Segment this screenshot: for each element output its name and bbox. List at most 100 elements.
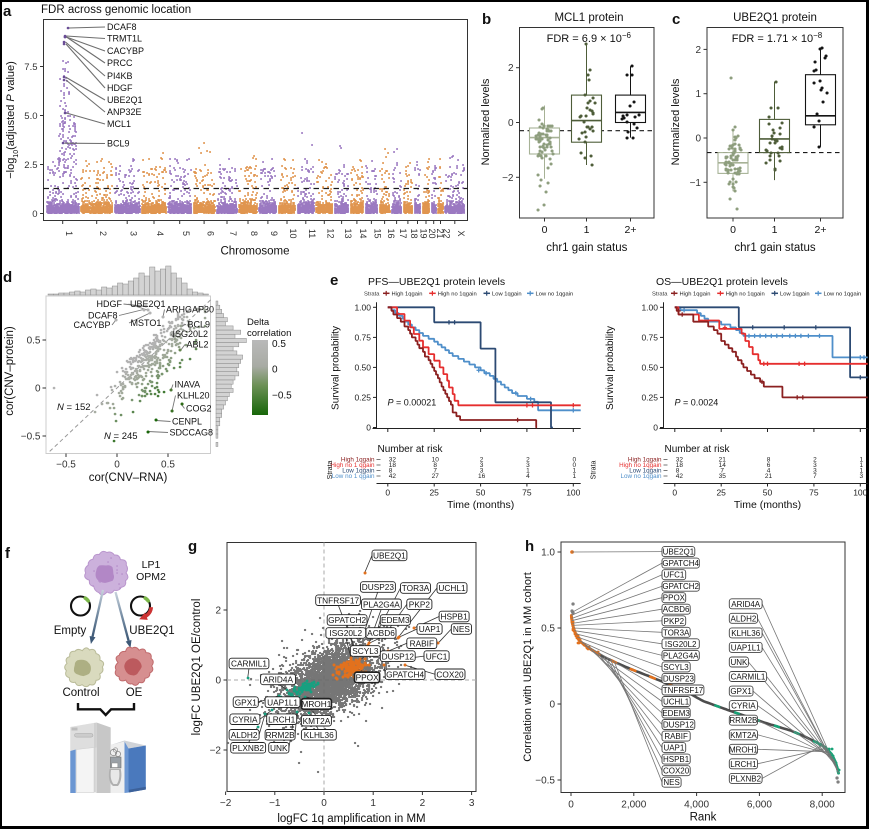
svg-text:MROH1: MROH1 (301, 699, 331, 709)
svg-text:16: 16 (386, 228, 396, 238)
svg-text:42: 42 (389, 473, 397, 480)
svg-text:2: 2 (813, 457, 817, 464)
svg-text:32: 32 (676, 457, 684, 464)
svg-text:−1: −1 (269, 798, 281, 809)
svg-text:DUSP12: DUSP12 (382, 651, 415, 661)
svg-text:High no 1qgain: High no 1qgain (619, 462, 662, 469)
svg-text:50: 50 (476, 488, 486, 498)
svg-text:cor(CNV–RNA): cor(CNV–RNA) (89, 472, 168, 484)
svg-text:2: 2 (695, 45, 701, 56)
svg-text:OPM2: OPM2 (136, 571, 166, 583)
svg-text:Survival probability: Survival probability (331, 326, 342, 410)
svg-text:UAP1: UAP1 (663, 744, 684, 753)
svg-text:High no 1qgain: High no 1qgain (438, 292, 477, 298)
svg-text:2,000: 2,000 (621, 800, 646, 811)
svg-text:0: 0 (572, 462, 576, 469)
svg-text:High 1qgain: High 1qgain (341, 457, 375, 464)
svg-text:RABIF: RABIF (410, 638, 434, 648)
svg-text:ARID4A: ARID4A (731, 600, 761, 609)
svg-text:UBE2Q1: UBE2Q1 (373, 551, 406, 561)
svg-text:8: 8 (389, 468, 393, 475)
svg-text:UFC1: UFC1 (663, 571, 684, 580)
svg-text:2+: 2+ (625, 224, 637, 236)
svg-text:TNFRSF17: TNFRSF17 (317, 595, 359, 605)
svg-text:7: 7 (813, 473, 817, 480)
svg-text:P = 0.00021: P = 0.00021 (388, 398, 437, 408)
svg-text:OE: OE (126, 687, 143, 699)
svg-text:SDCCAG8: SDCCAG8 (170, 428, 214, 438)
svg-text:UBE2Q1: UBE2Q1 (130, 299, 166, 309)
svg-text:logFC 1q amplification in MM: logFC 1q amplification in MM (277, 813, 425, 825)
svg-text:RRM2B: RRM2B (729, 716, 757, 725)
svg-text:RRM2B: RRM2B (266, 730, 296, 740)
svg-text:CARMIL1: CARMIL1 (731, 673, 766, 682)
svg-text:35: 35 (719, 473, 727, 480)
svg-text:100: 100 (566, 488, 580, 498)
svg-text:HDGF: HDGF (97, 299, 123, 309)
svg-text:32: 32 (389, 457, 397, 464)
svg-text:MCL1: MCL1 (107, 119, 131, 129)
svg-text:−0.5: −0.5 (21, 432, 41, 443)
svg-text:0: 0 (568, 800, 574, 811)
svg-text:1.00: 1.00 (641, 302, 658, 312)
svg-text:CYRIA: CYRIA (232, 714, 258, 724)
svg-text:7: 7 (433, 468, 437, 475)
svg-text:50: 50 (763, 488, 773, 498)
svg-text:3: 3 (813, 462, 817, 469)
svg-text:−0.5: −0.5 (272, 391, 292, 402)
svg-text:Time (months): Time (months) (447, 499, 514, 511)
svg-text:PRCC: PRCC (107, 58, 133, 68)
svg-text:3: 3 (469, 798, 475, 809)
svg-text:0: 0 (32, 209, 37, 220)
svg-text:PLA2G4A: PLA2G4A (363, 600, 400, 610)
svg-text:1: 1 (370, 798, 376, 809)
svg-text:6: 6 (205, 231, 215, 236)
svg-text:21: 21 (435, 228, 445, 238)
svg-text:Low 1qgain: Low 1qgain (342, 468, 375, 475)
svg-text:Normalized levels: Normalized levels (670, 78, 682, 165)
svg-text:PPOX: PPOX (356, 673, 380, 683)
svg-text:LRCH1: LRCH1 (268, 714, 296, 724)
svg-text:10: 10 (432, 457, 440, 464)
svg-text:Correlation with UBE2Q1 in MM: Correlation with UBE2Q1 in MM cohort (522, 572, 534, 762)
svg-text:TRMT1L: TRMT1L (107, 34, 142, 44)
svg-text:CENPL: CENPL (172, 417, 202, 427)
svg-text:h: h (525, 538, 534, 555)
svg-text:11: 11 (307, 229, 317, 238)
svg-text:0: 0 (653, 423, 658, 433)
svg-text:14: 14 (358, 228, 368, 238)
svg-text:Control: Control (62, 687, 99, 699)
svg-text:3: 3 (813, 468, 817, 475)
svg-text:KMT2A: KMT2A (303, 716, 331, 726)
svg-text:75: 75 (522, 488, 532, 498)
svg-text:10: 10 (288, 228, 298, 238)
svg-text:0.25: 0.25 (641, 392, 658, 402)
svg-text:N = 152: N = 152 (57, 402, 91, 413)
svg-text:75: 75 (809, 488, 819, 498)
svg-text:P = 0.0024: P = 0.0024 (675, 398, 719, 408)
svg-text:SCYL3: SCYL3 (663, 663, 689, 672)
svg-text:Low no 1qgain: Low no 1qgain (621, 473, 662, 480)
svg-text:CACYBP: CACYBP (107, 46, 144, 56)
svg-text:0.5: 0.5 (541, 624, 555, 635)
svg-text:0: 0 (672, 488, 677, 498)
svg-text:3: 3 (480, 462, 484, 469)
svg-text:CYRIA: CYRIA (731, 702, 756, 711)
svg-text:UNK: UNK (730, 658, 748, 667)
svg-text:16: 16 (478, 473, 486, 480)
svg-text:17: 17 (398, 229, 408, 239)
svg-text:0: 0 (385, 488, 390, 498)
svg-text:1.0: 1.0 (541, 548, 555, 559)
svg-text:PKP2: PKP2 (664, 617, 685, 626)
svg-text:Normalized levels: Normalized levels (480, 78, 492, 165)
svg-text:15: 15 (373, 229, 383, 239)
svg-text:MSTO1: MSTO1 (131, 318, 162, 328)
svg-text:9: 9 (269, 231, 279, 236)
svg-text:Low no 1qgain: Low no 1qgain (536, 292, 574, 298)
svg-text:21: 21 (719, 457, 727, 464)
svg-text:1: 1 (695, 89, 701, 100)
svg-text:GPATCH4: GPATCH4 (662, 559, 699, 568)
svg-text:UFC1: UFC1 (426, 651, 448, 661)
svg-text:COX20: COX20 (663, 767, 690, 776)
svg-text:0: 0 (272, 365, 278, 376)
